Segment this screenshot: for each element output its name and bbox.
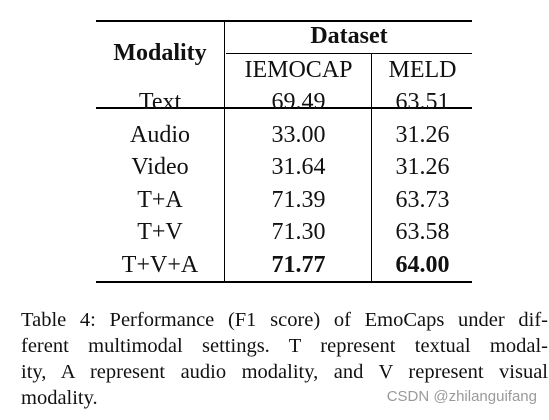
results-table: Modality Dataset IEMOCAP MELD Text 69.49… <box>96 20 472 283</box>
row-iemocap-value: 71.39 <box>271 187 326 213</box>
table-caption: Table 4: Performance (F1 score) of EmoCa… <box>21 307 548 411</box>
header-iemocap: IEMOCAP <box>244 57 353 83</box>
row-meld-value: 63.58 <box>395 219 450 245</box>
row-modality: T+V+A <box>121 252 199 278</box>
dataset-underline-rule <box>226 53 472 55</box>
watermark: CSDN @zhilanguifang <box>386 388 537 405</box>
column-divider-iemocap-meld <box>371 53 373 283</box>
caption-line: ity, A represent audio modality, and V r… <box>21 361 548 383</box>
row-meld-value: 31.26 <box>395 122 450 148</box>
row-meld-value-best: 64.00 <box>395 252 450 278</box>
row-iemocap-value: 33.00 <box>271 122 326 148</box>
row-iemocap-value: 31.64 <box>271 154 326 180</box>
table-bottom-rule <box>96 281 472 283</box>
row-meld-value: 63.73 <box>395 187 450 213</box>
header-dataset: Dataset <box>310 23 388 49</box>
table-top-rule <box>96 20 472 22</box>
row-meld-value: 31.26 <box>395 154 450 180</box>
header-meld: MELD <box>388 57 457 83</box>
header-bottom-rule <box>96 107 472 109</box>
row-iemocap-value: 69.49 <box>271 89 326 115</box>
caption-line: modality. <box>21 387 98 409</box>
column-divider-modality <box>224 20 226 283</box>
row-iemocap-value-best: 71.77 <box>271 252 326 278</box>
header-modality: Modality <box>113 40 207 66</box>
row-modality: Text <box>138 89 182 115</box>
row-meld-value: 63.51 <box>395 89 450 115</box>
row-modality: T+V <box>137 219 183 245</box>
row-modality: Video <box>131 154 189 180</box>
row-modality: T+A <box>137 187 183 213</box>
row-iemocap-value: 71.30 <box>271 219 326 245</box>
row-modality: Audio <box>130 122 190 148</box>
caption-line: Table 4: Performance (F1 score) of EmoCa… <box>21 309 548 331</box>
caption-line: ferent multimodal settings. T represent … <box>21 335 548 357</box>
